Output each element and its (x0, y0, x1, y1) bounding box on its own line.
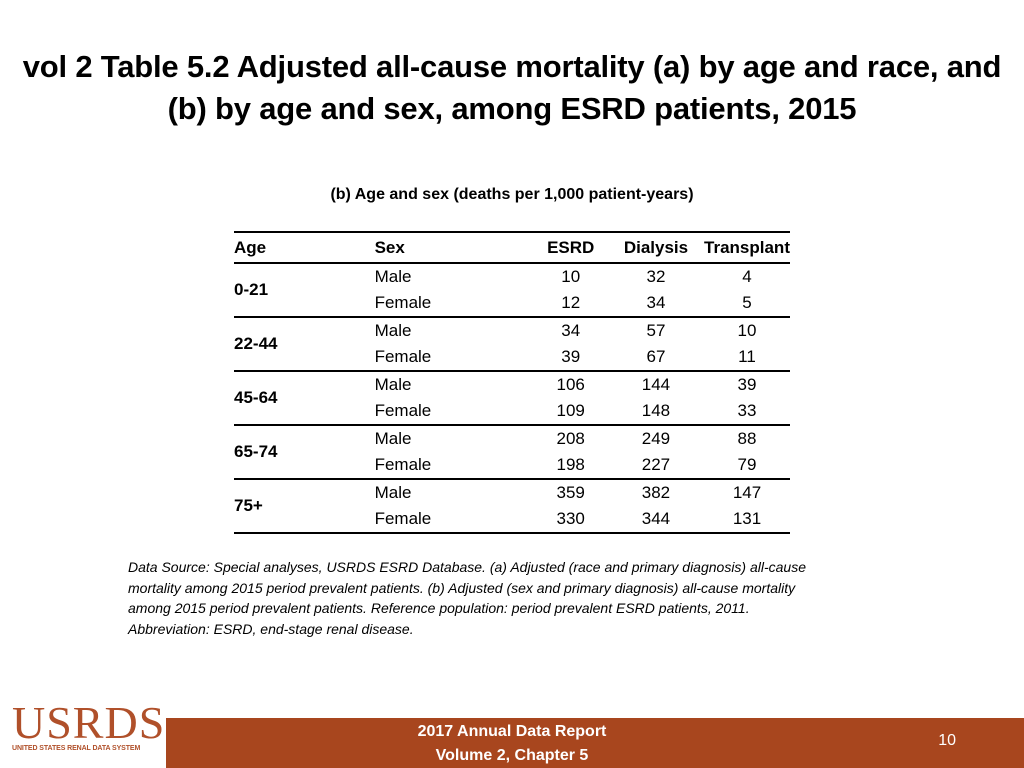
transplant-cell: 4 (742, 267, 752, 286)
header-esrd: ESRD (533, 231, 608, 264)
dialysis-cell: 32 (646, 267, 666, 286)
header-age: Age (234, 231, 375, 264)
esrd-cell: 10 (561, 267, 581, 286)
sex-cell: Male (374, 375, 412, 394)
esrd-cell: 109 (533, 398, 608, 426)
logo-wordmark: USRDS (12, 697, 166, 748)
dialysis-cell: 57 (646, 321, 666, 340)
table-row: Female 39 67 11 (234, 344, 790, 372)
transplant-cell: 33 (704, 398, 790, 426)
dialysis-cell: 148 (607, 398, 705, 426)
data-source-note: Data Source: Special analyses, USRDS ESR… (128, 557, 898, 639)
transplant-cell: 79 (704, 452, 790, 480)
header-transplant: Transplant (704, 231, 790, 264)
table-row: 65-74 Male 208 249 88 (234, 425, 790, 480)
sex-cell: Male (374, 321, 412, 340)
sex-cell: Male (374, 267, 412, 286)
transplant-cell: 131 (704, 506, 790, 534)
table-row: 75+ Male 359 382 147 (234, 479, 790, 534)
sex-cell: Female (374, 344, 534, 372)
table-row: 22-44 Male 34 57 10 (234, 317, 790, 372)
sex-cell: Female (374, 398, 534, 426)
esrd-cell: 198 (533, 452, 608, 480)
table-row: Female 198 227 79 (234, 452, 790, 480)
esrd-cell: 12 (533, 290, 608, 318)
slide-title: vol 2 Table 5.2 Adjusted all-cause morta… (0, 46, 1024, 130)
usrds-logo: USRDS UNITED STATES RENAL DATA SYSTEM (12, 697, 166, 754)
transplant-cell: 11 (704, 344, 790, 372)
footer-report-title: 2017 Annual Data Report (417, 723, 607, 740)
header-row: Age Sex ESRD Dialysis Transplant (234, 231, 790, 264)
age-group-cell: 65-74 (234, 425, 375, 480)
source-note-line: among 2015 period prevalent patients. Re… (128, 600, 750, 616)
footer-volume-chapter: Volume 2, Chapter 5 (435, 747, 589, 764)
dialysis-cell: 34 (607, 290, 705, 318)
source-note-line: Data Source: Special analyses, USRDS ESR… (128, 559, 807, 575)
sex-cell: Female (374, 506, 534, 534)
esrd-cell: 106 (556, 375, 585, 394)
transplant-cell: 88 (737, 429, 757, 448)
table-caption: (b) Age and sex (deaths per 1,000 patien… (330, 186, 694, 203)
transplant-cell: 5 (704, 290, 790, 318)
age-group-cell: 22-44 (234, 317, 375, 372)
sex-cell: Female (374, 452, 534, 480)
header-dialysis: Dialysis (607, 231, 705, 264)
esrd-cell: 330 (533, 506, 608, 534)
footer-bar: 2017 Annual Data Report Volume 2, Chapte… (166, 718, 1024, 768)
esrd-cell: 359 (556, 483, 585, 502)
dialysis-cell: 144 (641, 375, 671, 394)
esrd-cell: 34 (561, 321, 581, 340)
sex-cell: Male (374, 429, 412, 448)
source-note-line: Abbreviation: ESRD, end-stage renal dise… (128, 620, 414, 637)
table-row: Female 330 344 131 (234, 506, 790, 534)
mortality-table: Age Sex ESRD Dialysis Transplant 0-21 Ma… (234, 231, 790, 534)
table-row: Female 12 34 5 (234, 290, 790, 318)
table-row: 0-21 Male 10 32 4 (234, 263, 790, 318)
age-group-cell: 0-21 (234, 263, 375, 318)
dialysis-cell: 227 (607, 452, 705, 480)
dialysis-cell: 249 (641, 429, 671, 448)
transplant-cell: 147 (732, 483, 762, 502)
age-group-cell: 75+ (234, 479, 375, 534)
transplant-cell: 10 (737, 321, 757, 340)
title-line-1: vol 2 Table 5.2 Adjusted all-cause morta… (22, 49, 1002, 84)
page-number: 10 (938, 732, 956, 749)
dialysis-cell: 67 (607, 344, 705, 372)
table-body: 0-21 Male 10 32 4 Female 12 34 5 22-44 M… (234, 263, 790, 534)
transplant-cell: 39 (737, 375, 757, 394)
sex-cell: Female (374, 290, 534, 318)
header-sex: Sex (374, 231, 534, 264)
source-note-line: mortality among 2015 period prevalent pa… (128, 579, 796, 596)
title-line-2: (b) by age and sex, among ESRD patients,… (167, 91, 857, 126)
table-header: Age Sex ESRD Dialysis Transplant (234, 231, 790, 264)
esrd-cell: 208 (556, 429, 585, 448)
esrd-cell: 39 (533, 344, 608, 372)
table-row: 45-64 Male 106 144 39 (234, 371, 790, 426)
table-row: Female 109 148 33 (234, 398, 790, 426)
dialysis-cell: 344 (607, 506, 705, 534)
logo-subtitle: UNITED STATES RENAL DATA SYSTEM (12, 745, 141, 752)
sex-cell: Male (374, 483, 412, 502)
age-group-cell: 45-64 (234, 371, 375, 426)
dialysis-cell: 382 (641, 483, 671, 502)
footer-report-info: 2017 Annual Data Report Volume 2, Chapte… (166, 720, 858, 768)
